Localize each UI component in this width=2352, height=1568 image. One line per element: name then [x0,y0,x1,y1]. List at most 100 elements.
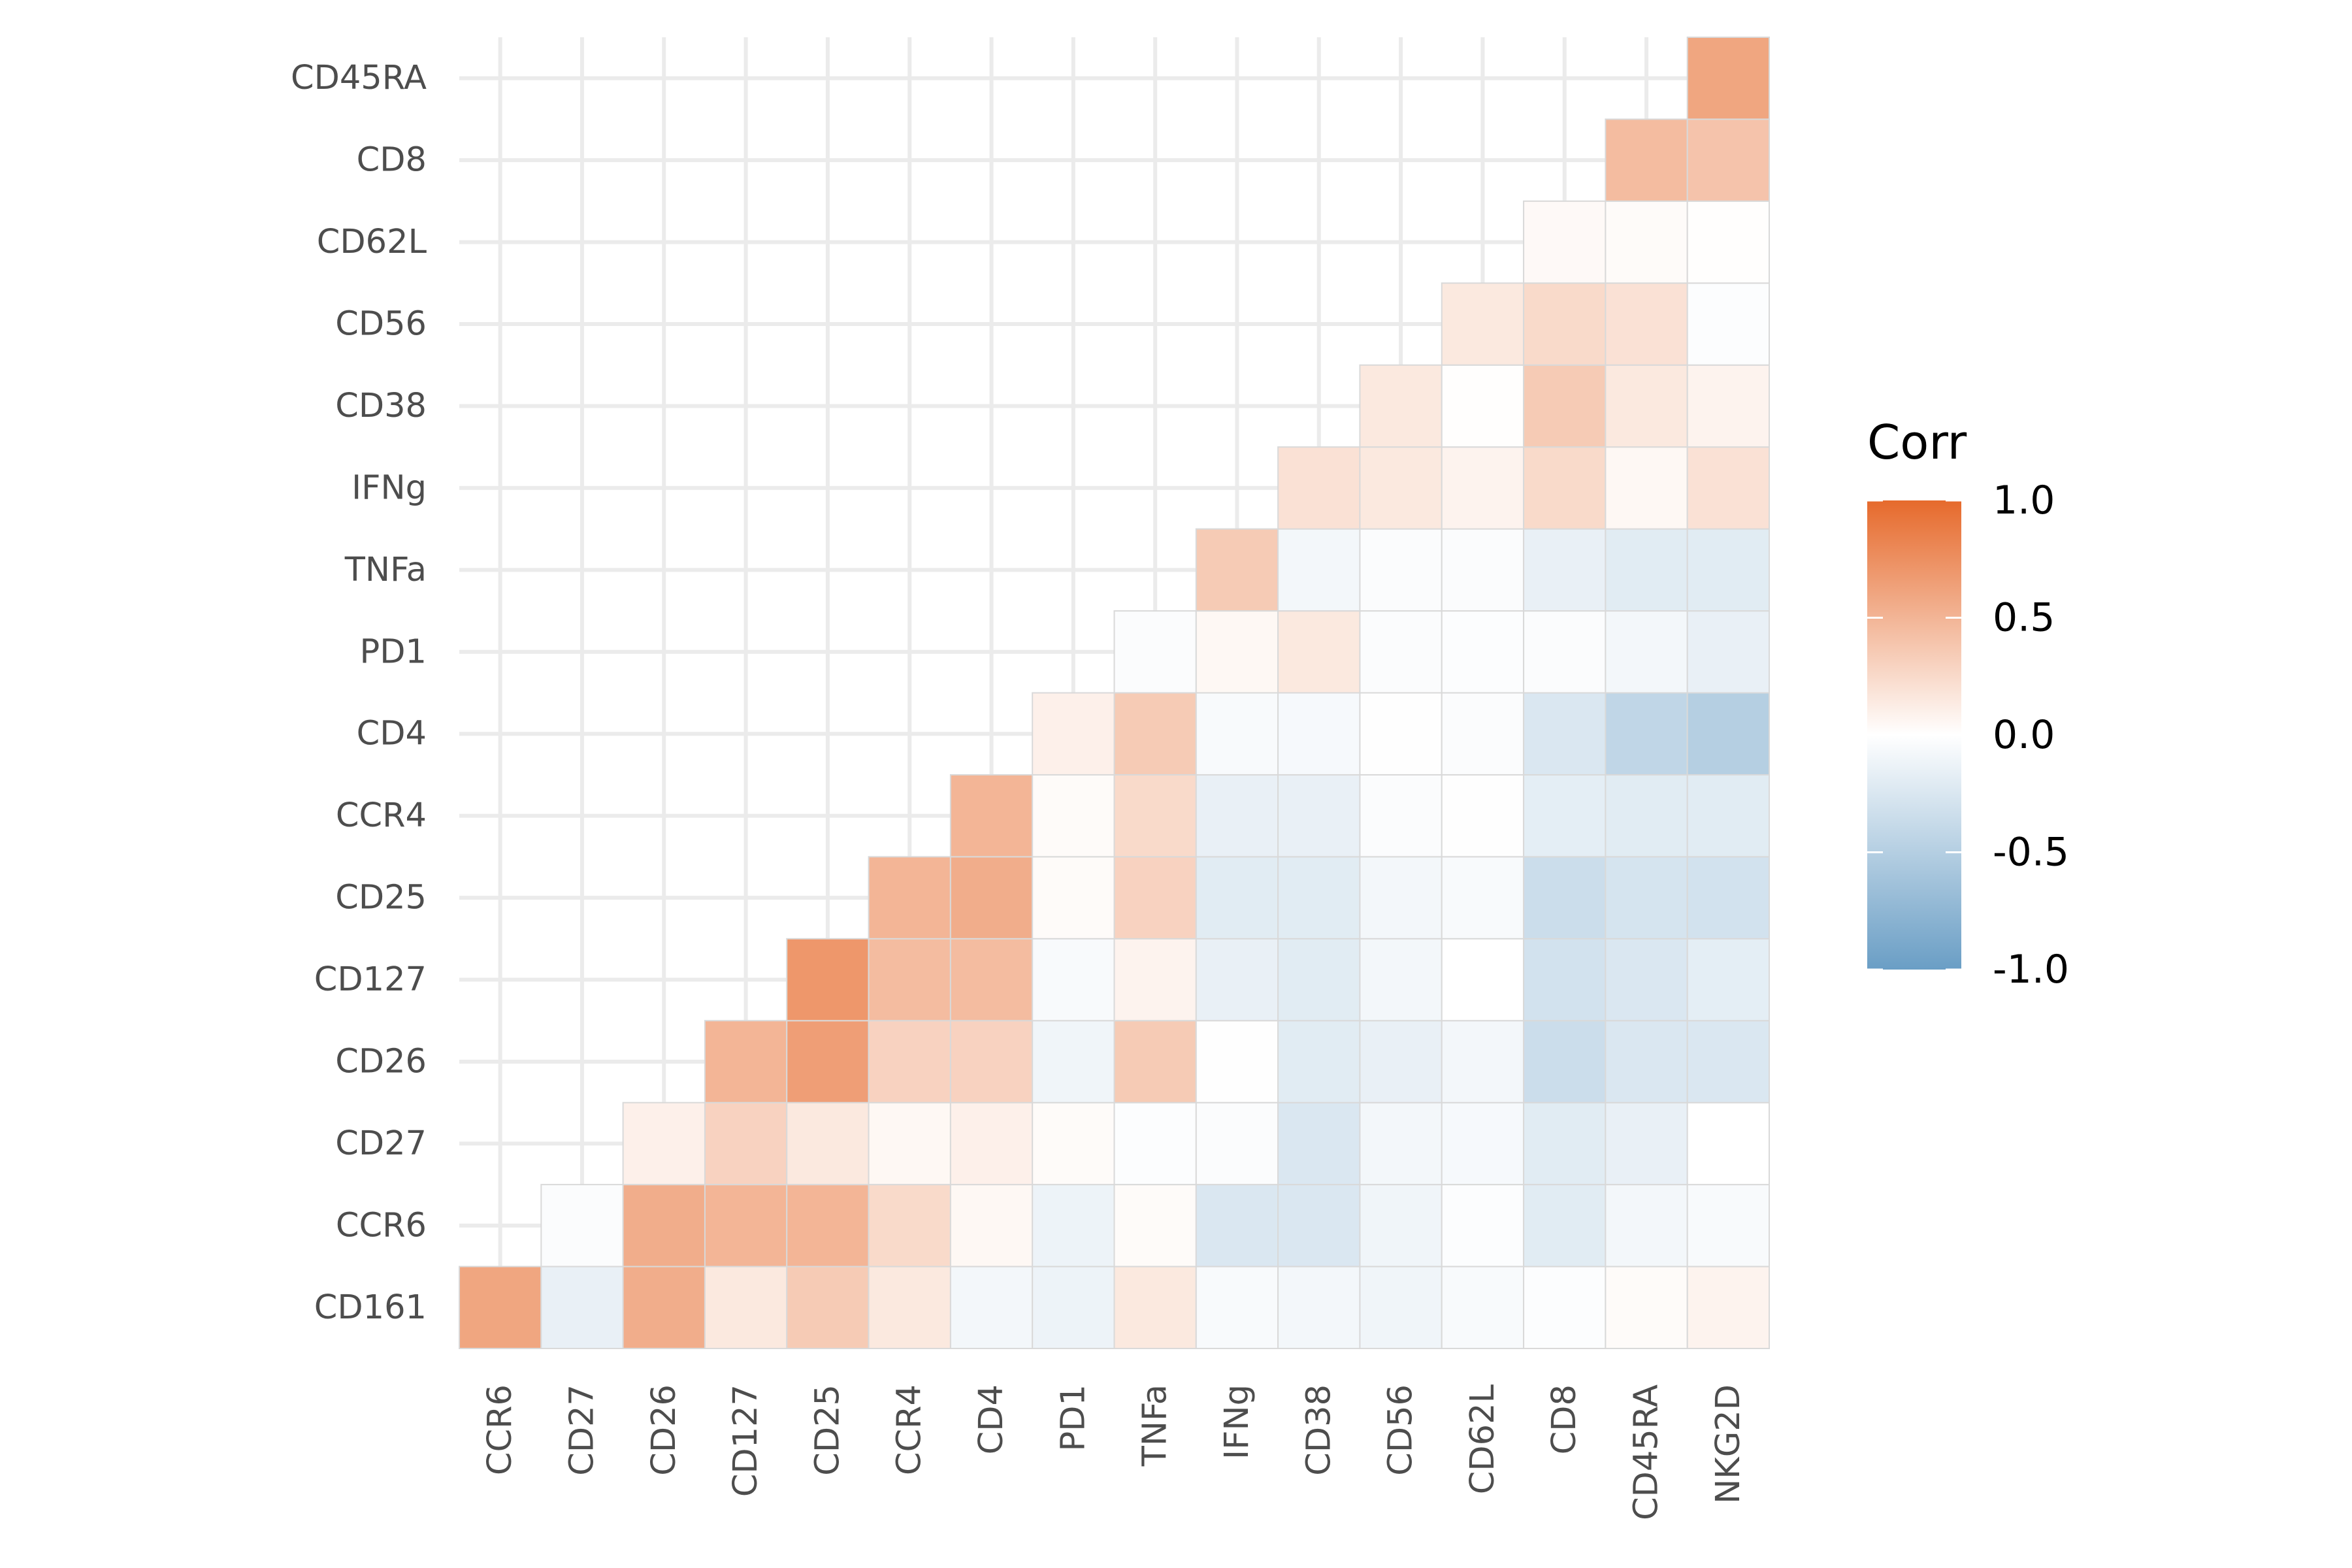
heatmap-cell-CD26-CD4 [949,1020,1034,1103]
heatmap-cell-CD26-TNFa [1113,1020,1197,1103]
heatmap-cell-CD127-CD45RA [1605,938,1688,1022]
y-tick-label: CCR4 [336,796,427,835]
heatmap-cell-CD27-CD127 [704,1102,788,1186]
y-tick-label: CD26 [335,1042,427,1081]
heatmap-cell-CCR6-PD1 [1032,1184,1115,1267]
heatmap-cell-CD4-CD38 [1277,692,1361,776]
heatmap-cell-CCR4-IFNg [1195,774,1279,858]
heatmap-cell-CD4-CD56 [1359,692,1443,776]
heatmap-cell-CCR6-CD56 [1359,1184,1443,1267]
heatmap-cell-CCR6-CD8 [1523,1184,1607,1267]
y-tick-label: CD4 [357,715,427,753]
heatmap-cell-CCR6-TNFa [1113,1184,1197,1267]
y-tick-label: CD27 [335,1124,427,1163]
heatmap-cell-CD27-IFNg [1195,1102,1279,1186]
color-legend: Corr 1.0 0.5 0.0 -0.5 -1.0 [1867,415,2069,992]
heatmap-cell-CD4-PD1 [1032,692,1115,776]
heatmap-cell-CD8-NKG2D [1686,118,1770,202]
heatmap-cell-CD26-CD38 [1277,1020,1361,1103]
heatmap-cell-CD27-CD56 [1359,1102,1443,1186]
y-axis-labels: CD161 CCR6 CD27 CD26 CD127 CD25 CCR4 CD4 PD1 TNFa… [291,59,427,1327]
heatmap-cell-PD1-CD45RA [1605,610,1688,694]
y-tick-label: CD56 [335,305,427,344]
heatmap-cell-PD1-NKG2D [1686,610,1770,694]
heatmap-cell-CD161-CD8 [1523,1266,1607,1349]
heatmap-cell-CD127-NKG2D [1686,938,1770,1022]
heatmap-cell-IFNg-CD38 [1277,446,1361,530]
heatmap-cell-PD1-CD62L [1441,610,1525,694]
heatmap-cell-CD8-CD45RA [1605,118,1688,202]
heatmap-cell-PD1-TNFa [1113,610,1197,694]
x-axis-labels: CCR6 CD27 CD26 CD127 CD25 CCR4 CD4 PD1 TNFa IFNg C… [481,1384,1748,1520]
heatmap-cell-CD127-CD62L [1441,938,1525,1022]
heatmap-cell-CD38-NKG2D [1686,364,1770,448]
heatmap-cell-CD161-CD25 [786,1266,870,1349]
x-tick-label: CD25 [808,1384,847,1476]
legend-tick-label: 0.5 [1993,595,2055,641]
heatmap-cell-CD38-CD62L [1441,364,1525,448]
heatmap-cell-CD25-CD8 [1523,856,1607,939]
heatmap-cell-CD27-CD4 [949,1102,1034,1186]
x-tick-label: CD27 [563,1384,601,1476]
x-tick-label: CCR4 [890,1384,929,1475]
y-tick-label: IFNg [351,468,427,507]
heatmap-cell-CD161-CCR6 [459,1266,542,1349]
heatmap-cell-CD25-IFNg [1195,856,1279,939]
heatmap-cell-CD27-CD62L [1441,1102,1525,1186]
heatmap-cells [459,37,1770,1349]
heatmap-cell-CD4-CD8 [1523,692,1607,776]
heatmap-cell-CD4-CD45RA [1605,692,1688,776]
heatmap-cell-CCR4-PD1 [1032,774,1115,858]
heatmap-cell-CCR4-TNFa [1113,774,1197,858]
heatmap-cell-CD56-CD62L [1441,282,1525,366]
x-tick-label: CCR6 [481,1384,519,1475]
heatmap-cell-CD25-CD38 [1277,856,1361,939]
heatmap-cell-TNFa-CD45RA [1605,528,1688,612]
heatmap-cell-TNFa-CD56 [1359,528,1443,612]
heatmap-cell-TNFa-CD62L [1441,528,1525,612]
heatmap-cell-IFNg-CD8 [1523,446,1607,530]
heatmap-cell-CD27-NKG2D [1686,1102,1770,1186]
heatmap-cell-CD26-CD45RA [1605,1020,1688,1103]
heatmap-cell-CD127-CCR4 [868,938,951,1022]
heatmap-cell-CD25-CD62L [1441,856,1525,939]
heatmap-cell-CD161-CCR4 [868,1266,951,1349]
heatmap-cell-CD161-CD56 [1359,1266,1443,1349]
heatmap-cell-CCR6-CD4 [949,1184,1034,1267]
heatmap-cell-CD25-NKG2D [1686,856,1770,939]
heatmap-cell-CD27-CD26 [622,1102,706,1186]
heatmap-cell-CCR4-CD62L [1441,774,1525,858]
heatmap-cell-CD26-CCR4 [868,1020,951,1103]
x-tick-label: CD8 [1545,1384,1584,1454]
heatmap-cell-CD4-NKG2D [1686,692,1770,776]
heatmap-cell-CCR6-CD26 [622,1184,706,1267]
heatmap-cell-CD25-CD56 [1359,856,1443,939]
y-tick-label: CD38 [335,387,427,425]
heatmap-cell-CCR4-NKG2D [1686,774,1770,858]
heatmap-cell-CCR4-CD45RA [1605,774,1688,858]
heatmap-cell-CD56-NKG2D [1686,282,1770,366]
y-tick-label: CD25 [335,879,427,917]
heatmap-cell-CD27-TNFa [1113,1102,1197,1186]
x-tick-label: PD1 [1054,1384,1092,1451]
heatmap-cell-CD27-CD25 [786,1102,870,1186]
heatmap-cell-CD26-CD56 [1359,1020,1443,1103]
heatmap-cell-PD1-CD56 [1359,610,1443,694]
heatmap-cell-CCR4-CD8 [1523,774,1607,858]
heatmap-cell-CD127-CD4 [949,938,1034,1022]
heatmap-cell-CD45RA-NKG2D [1686,37,1770,120]
heatmap-cell-CCR6-IFNg [1195,1184,1279,1267]
legend-tick-label: 1.0 [1993,478,2055,523]
heatmap-cell-CD26-CD62L [1441,1020,1525,1103]
heatmap-cell-CD161-CD127 [704,1266,788,1349]
x-tick-label: NKG2D [1709,1384,1748,1504]
x-tick-label: CD26 [645,1384,683,1476]
heatmap-cell-CD26-CD25 [786,1020,870,1103]
heatmap-cell-CD27-CD8 [1523,1102,1607,1186]
heatmap-cell-TNFa-NKG2D [1686,528,1770,612]
x-tick-label: CD38 [1299,1384,1338,1476]
legend-tick-label: 0.0 [1993,712,2055,758]
heatmap-cell-CD25-TNFa [1113,856,1197,939]
heatmap-cell-CD62L-CD45RA [1605,200,1688,284]
